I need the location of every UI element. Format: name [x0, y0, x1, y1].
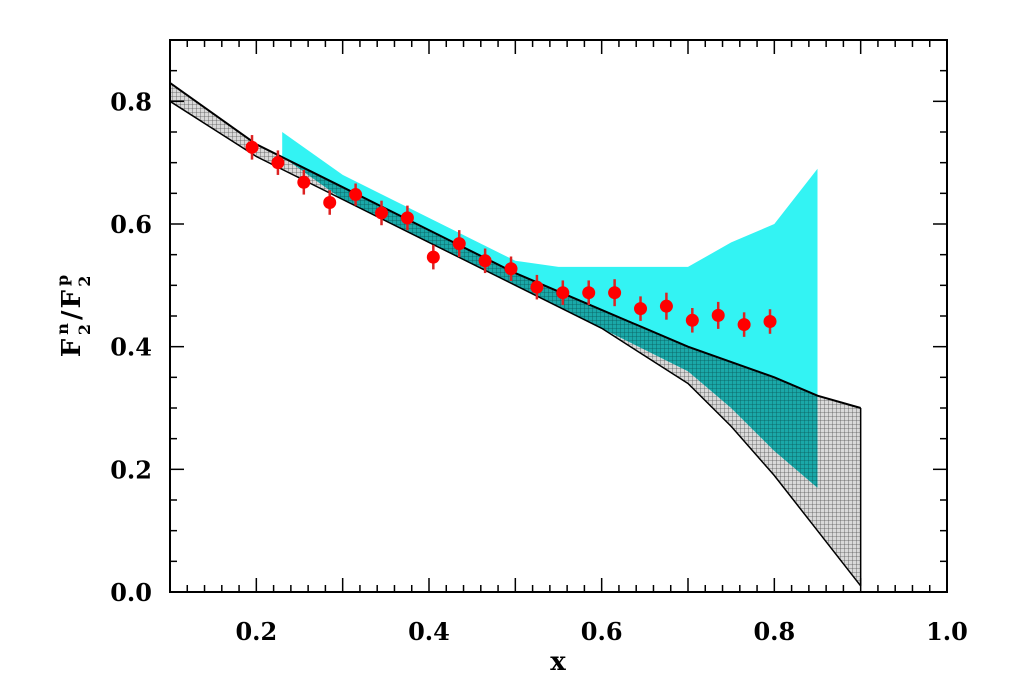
point-marker [711, 308, 725, 322]
point-marker [349, 188, 363, 202]
data-point [582, 280, 596, 305]
x-tick-label: 1.0 [926, 617, 968, 646]
point-marker [323, 196, 337, 210]
point-marker [504, 262, 518, 276]
point-marker [297, 175, 311, 189]
data-point [737, 312, 751, 337]
point-marker [452, 237, 466, 251]
point-marker [556, 286, 570, 300]
y-tick-label: 0.4 [110, 333, 152, 362]
point-marker [375, 206, 389, 220]
data-point [271, 150, 285, 175]
data-point [763, 309, 777, 334]
svg-text:Fn2/Fp2: Fn 2/Fp 2 [53, 275, 94, 357]
data-point [504, 256, 518, 282]
point-marker [634, 302, 648, 316]
point-marker [271, 156, 285, 170]
data-point [426, 244, 440, 270]
y-axis-title: Fn 2/Fp 2 [53, 275, 94, 357]
data-point [711, 301, 725, 329]
y-tick-label: 0.0 [110, 578, 152, 607]
x-tick-label: 0.8 [753, 617, 795, 646]
y-tick-label: 0.2 [110, 455, 152, 484]
data-point [608, 279, 622, 307]
data-point [245, 135, 259, 160]
data-point [323, 190, 337, 215]
y-tick-label: 0.8 [110, 87, 152, 116]
data-point [297, 170, 311, 195]
cyan-band [282, 132, 818, 488]
point-marker [582, 286, 596, 300]
plot-area [170, 82, 862, 587]
point-marker [685, 313, 699, 327]
point-marker [478, 254, 492, 268]
data-point [349, 183, 363, 206]
axis-ticks [170, 40, 947, 592]
band-lower-edge [170, 100, 862, 587]
point-marker [659, 299, 673, 313]
x-tick-label: 0.4 [408, 617, 450, 646]
point-marker [426, 250, 440, 264]
data-point [556, 280, 570, 305]
data-point [452, 230, 466, 258]
point-marker [737, 318, 751, 332]
data-point [659, 292, 673, 320]
data-point [685, 308, 699, 333]
data-point [530, 274, 544, 300]
tick-labels: 0.2 0.4 0.6 0.8 1.0 0.0 0.2 0.4 0.6 0.8 [110, 87, 968, 646]
x-axis-title: x [550, 647, 566, 677]
point-marker [400, 211, 414, 225]
data-point [478, 248, 492, 274]
data-point [634, 296, 648, 321]
data-point [375, 200, 389, 226]
x-tick-label: 0.2 [235, 617, 277, 646]
data-point [400, 205, 414, 231]
point-marker [608, 286, 622, 300]
point-marker [530, 280, 544, 294]
point-marker [245, 140, 259, 154]
y-tick-label: 0.6 [110, 210, 152, 239]
x-tick-label: 0.6 [581, 617, 623, 646]
point-marker [763, 315, 777, 329]
